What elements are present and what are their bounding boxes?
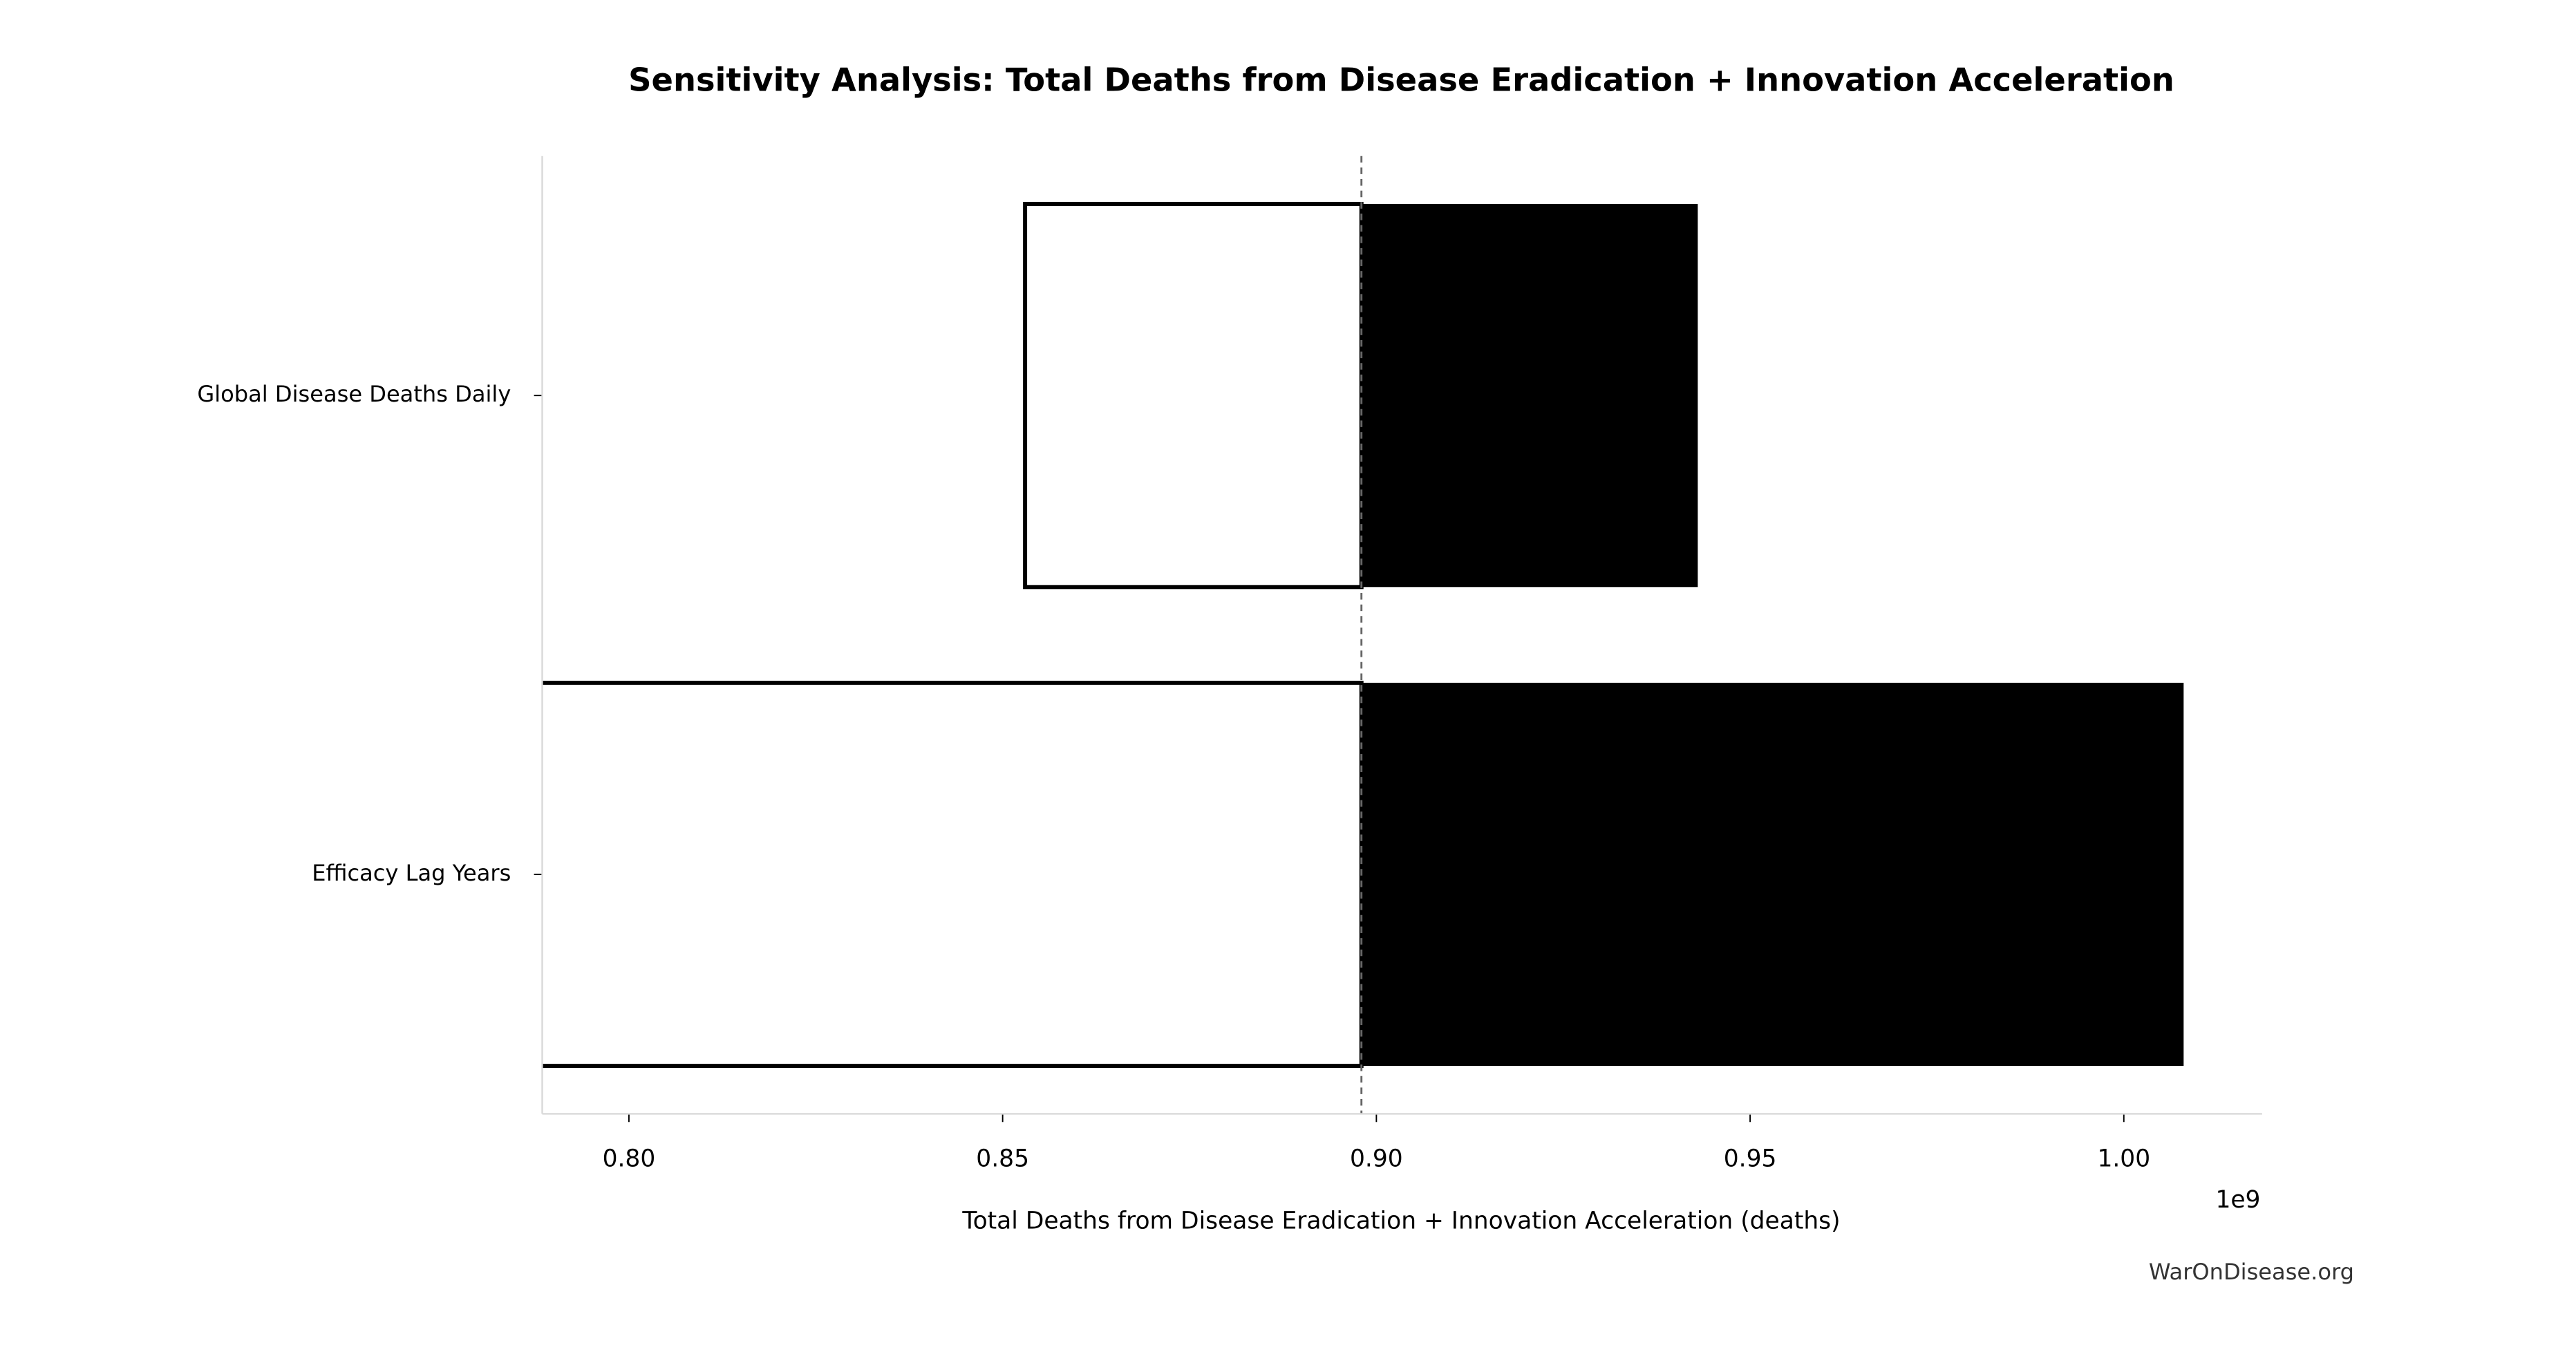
watermark: WarOnDisease.org	[2149, 1259, 2354, 1285]
high-bar	[1361, 204, 1698, 588]
x-tick-label: 0.85	[976, 1145, 1029, 1172]
y-tick-label: Global Disease Deaths Daily	[197, 381, 511, 407]
low-bar	[1023, 202, 1364, 590]
chart-title: Sensitivity Analysis: Total Deaths from …	[628, 61, 2174, 98]
high-bar	[1361, 682, 2184, 1067]
x-tick-label: 1.00	[2097, 1145, 2150, 1172]
y-tick-label: Efficacy Lag Years	[312, 860, 511, 886]
low-bar	[542, 680, 1364, 1069]
x-offset-label: 1e9	[2215, 1186, 2260, 1214]
x-tick-label: 0.80	[603, 1145, 656, 1172]
x-tick-label: 0.95	[1724, 1145, 1777, 1172]
x-axis-label: Total Deaths from Disease Eradication + …	[961, 1208, 1840, 1235]
plot-area	[542, 202, 2184, 1069]
x-tick-label: 0.90	[1350, 1145, 1403, 1172]
